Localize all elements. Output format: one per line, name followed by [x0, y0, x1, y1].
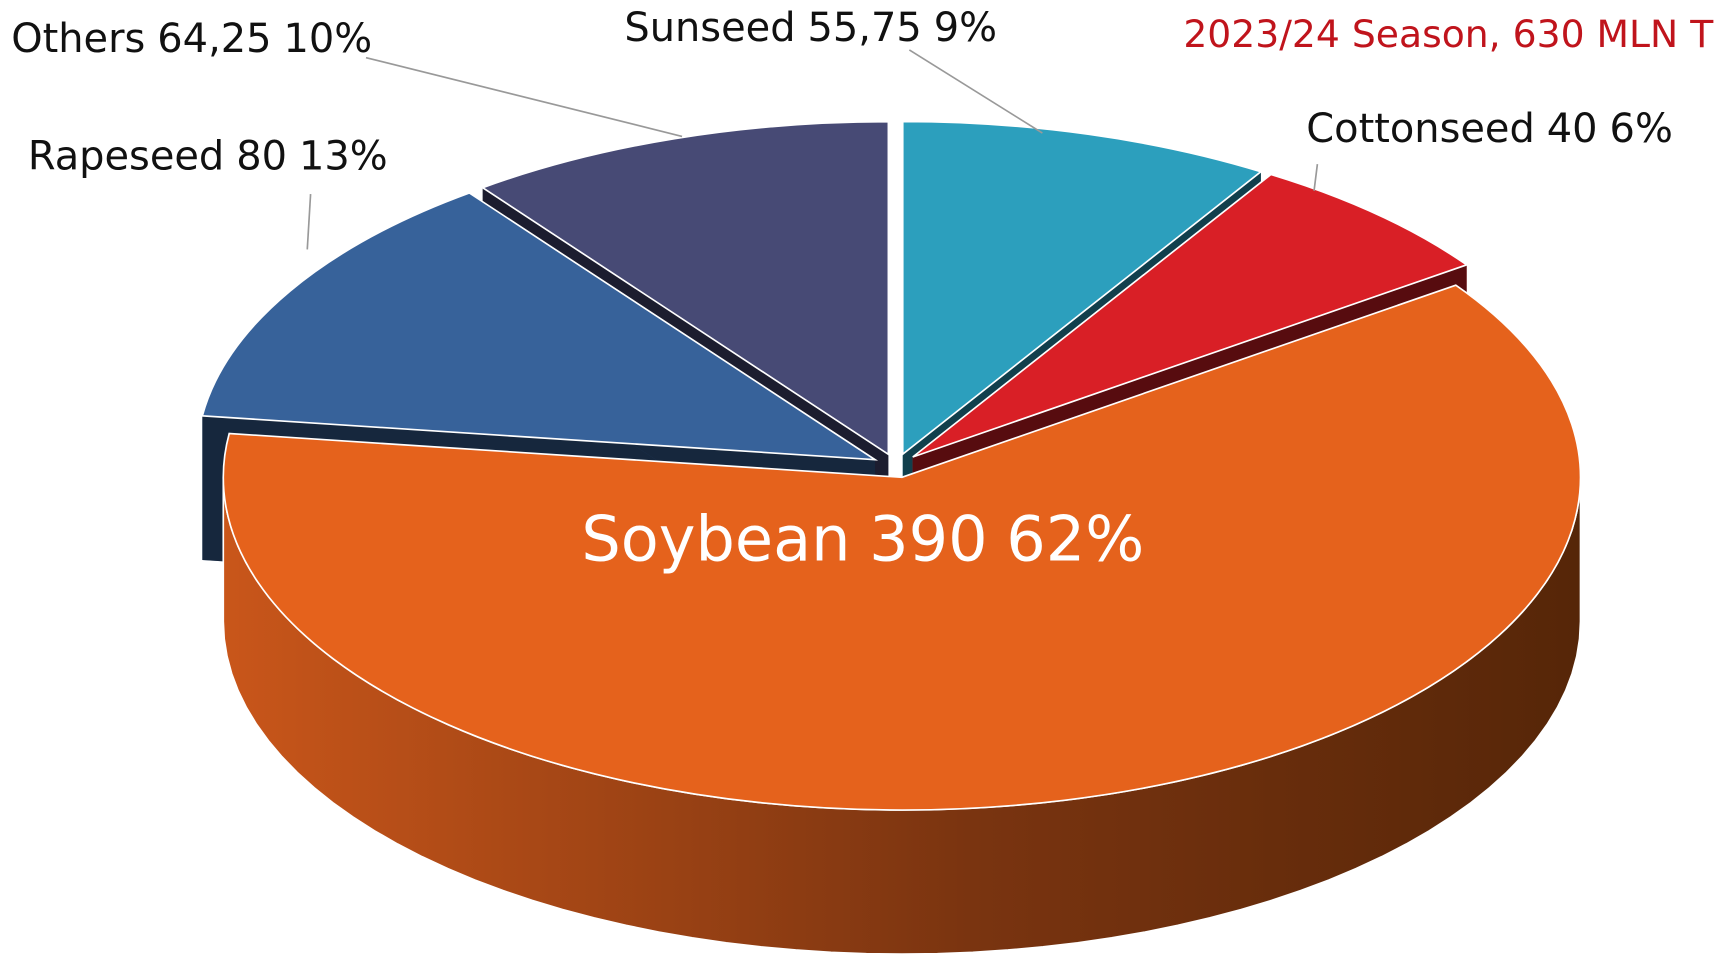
data-label: Rapeseed 80 13%: [28, 133, 388, 179]
category-label: Rapeseed: [28, 133, 224, 179]
leader-line: [1313, 164, 1319, 191]
slice-top: [480, 120, 890, 456]
pie: [201, 120, 1582, 955]
percent-label: 13%: [299, 133, 388, 179]
value-label: 64,25: [157, 16, 271, 62]
data-label: Sunseed 55,75 9%: [624, 4, 997, 50]
slice-top: [901, 120, 1263, 456]
leader-line: [306, 193, 312, 250]
category-label: Others: [11, 16, 145, 62]
category-label: Soybean: [581, 502, 850, 575]
percent-label: 62%: [1006, 502, 1144, 575]
percent-label: 9%: [934, 4, 997, 50]
value-label: 390: [869, 502, 988, 575]
category-label: Sunseed: [624, 4, 795, 50]
data-label: Cottonseed 40 6%: [1306, 105, 1673, 151]
value-label: 80: [236, 133, 287, 179]
percent-label: 6%: [1610, 105, 1673, 151]
category-label: Cottonseed: [1306, 105, 1535, 151]
data-label: Soybean 390 62%: [581, 502, 1144, 575]
slice-top: [201, 192, 879, 461]
labels: Sunseed 55,75 9% Cottonseed 40 6% Soybean 390 62…: [11, 4, 1673, 575]
value-label: 40: [1547, 105, 1598, 151]
chart-title: 2023/24 Season, 630 MLN T: [1183, 12, 1714, 56]
leader-line: [365, 56, 683, 138]
slice-top: [912, 173, 1469, 458]
data-label: Others 64,25 10%: [11, 16, 372, 62]
value-label: 55,75: [808, 4, 922, 50]
slice-top: [222, 284, 1582, 811]
slice: [222, 284, 1582, 955]
leader-line: [908, 49, 1043, 134]
percent-label: 10%: [284, 16, 373, 62]
